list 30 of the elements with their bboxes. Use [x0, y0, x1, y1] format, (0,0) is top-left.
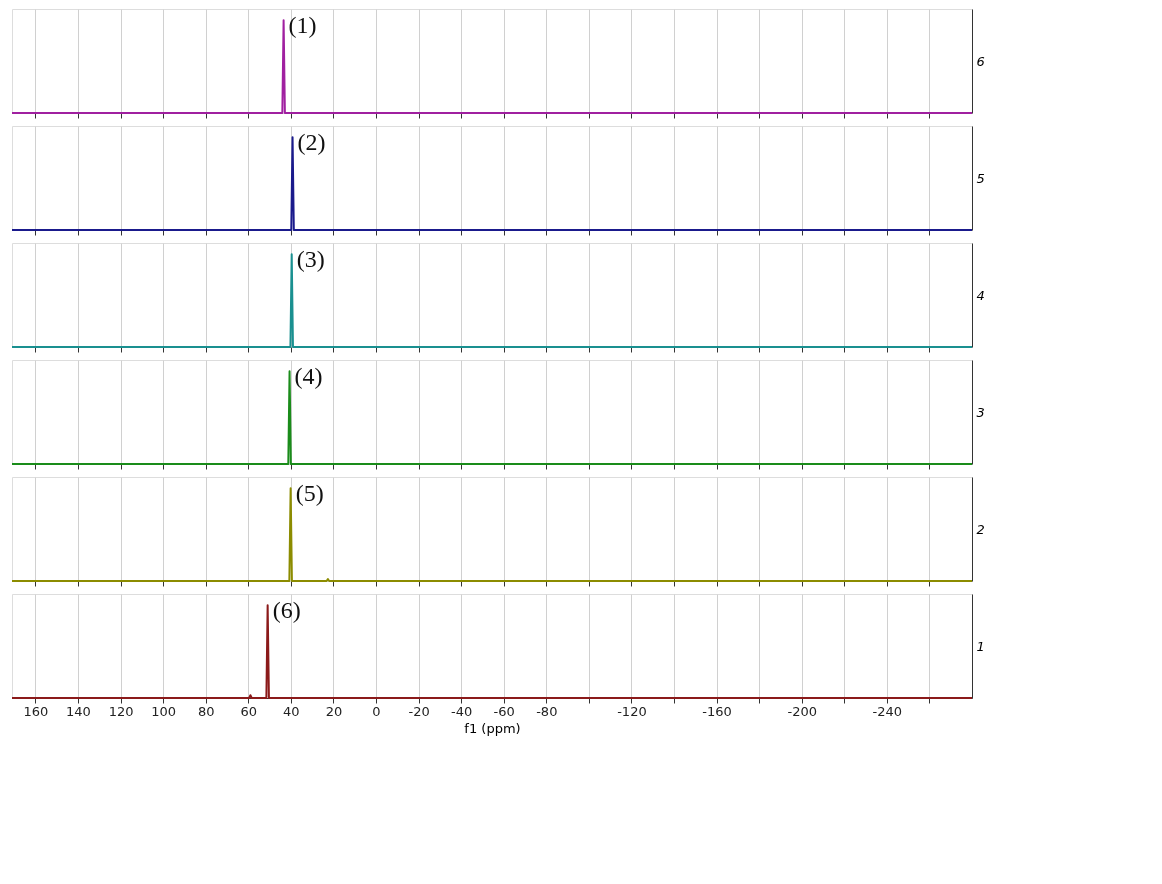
x-tick-label: -40: [451, 703, 473, 719]
y-axis-title: 1: [976, 638, 985, 654]
y-axis-title: 5: [976, 170, 985, 186]
x-tick-label: -60: [493, 703, 515, 719]
x-tick-label: 100: [151, 703, 177, 719]
annotation: (5): [295, 480, 324, 507]
x-tick-label: 140: [66, 703, 91, 719]
x-tick-label: -20: [408, 703, 430, 719]
x-tick-label: 160: [23, 703, 49, 719]
x-axis-title: f1 (ppm): [464, 720, 521, 736]
annotation: (1): [288, 12, 317, 39]
y-axis-title: 2: [976, 521, 985, 537]
annotation: (6): [272, 597, 301, 624]
x-tick-label: 120: [108, 703, 134, 719]
annotation: (4): [294, 363, 323, 390]
annotation: (3): [296, 246, 325, 273]
x-tick-label: -80: [536, 703, 558, 719]
x-tick-label: 0: [372, 703, 381, 719]
y-axis-title: 3: [976, 404, 985, 420]
x-tick-label: -120: [617, 703, 647, 719]
x-tick-label: -240: [872, 703, 903, 719]
x-tick-label: 40: [283, 703, 300, 719]
x-tick-label: 80: [197, 703, 215, 719]
annotation: (2): [297, 129, 326, 156]
x-tick-label: 20: [325, 703, 343, 719]
x-tick-label: -160: [702, 703, 732, 719]
y-axis-title: 6: [976, 53, 985, 69]
x-tick-label: -200: [787, 703, 817, 719]
y-axis-title: 4: [976, 287, 985, 303]
x-tick-label: 60: [240, 703, 258, 719]
